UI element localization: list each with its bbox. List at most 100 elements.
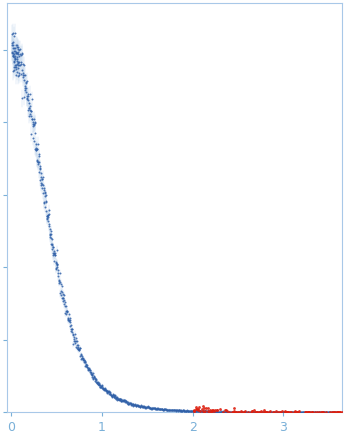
Point: [137, 403, 143, 410]
Point: [12, 61, 18, 68]
Point: [116, 396, 121, 403]
Point: [253, 409, 258, 416]
Point: [129, 401, 135, 408]
Point: [209, 408, 214, 415]
Point: [316, 409, 322, 416]
Point: [332, 409, 337, 416]
Point: [13, 48, 19, 55]
Point: [189, 407, 195, 414]
Point: [250, 409, 256, 416]
Point: [170, 406, 176, 413]
Point: [334, 409, 339, 416]
Point: [73, 337, 78, 344]
Point: [18, 62, 23, 69]
Point: [189, 407, 194, 414]
Point: [26, 100, 31, 107]
Point: [275, 409, 280, 416]
Point: [86, 366, 91, 373]
Point: [272, 409, 277, 416]
Point: [172, 406, 178, 413]
Point: [63, 303, 68, 310]
Point: [49, 246, 55, 253]
Point: [50, 250, 56, 257]
Point: [166, 406, 171, 413]
Point: [107, 389, 112, 396]
Point: [92, 378, 98, 385]
Point: [159, 406, 165, 413]
Point: [121, 397, 126, 404]
Point: [178, 407, 184, 414]
Point: [97, 381, 102, 388]
Point: [271, 409, 276, 416]
Point: [271, 409, 277, 416]
Point: [95, 379, 100, 386]
Point: [197, 408, 203, 415]
Point: [227, 408, 233, 415]
Point: [108, 388, 113, 395]
Point: [290, 409, 296, 416]
Point: [42, 189, 47, 196]
Point: [334, 409, 340, 416]
Point: [111, 393, 117, 400]
Point: [273, 409, 278, 416]
Point: [314, 408, 320, 415]
Point: [313, 409, 318, 416]
Point: [231, 408, 236, 415]
Point: [28, 107, 33, 114]
Point: [158, 406, 163, 413]
Point: [173, 407, 179, 414]
Point: [42, 203, 48, 210]
Point: [236, 409, 242, 416]
Point: [206, 408, 211, 415]
Point: [88, 371, 93, 378]
Point: [235, 408, 241, 415]
Point: [49, 236, 55, 243]
Point: [58, 280, 63, 287]
Point: [33, 140, 39, 147]
Point: [309, 408, 314, 415]
Point: [75, 343, 81, 350]
Point: [137, 402, 142, 409]
Point: [187, 407, 192, 414]
Point: [225, 408, 230, 415]
Point: [23, 85, 29, 92]
Point: [144, 404, 150, 411]
Point: [152, 405, 157, 412]
Point: [316, 409, 322, 416]
Point: [306, 409, 311, 416]
Point: [138, 403, 143, 410]
Point: [264, 409, 269, 416]
Point: [151, 404, 157, 411]
Point: [54, 261, 59, 268]
Point: [55, 273, 61, 280]
Point: [200, 408, 206, 415]
Point: [306, 409, 312, 416]
Point: [184, 407, 190, 414]
Point: [209, 406, 215, 413]
Point: [155, 405, 161, 412]
Point: [235, 408, 240, 415]
Point: [277, 409, 282, 416]
Point: [10, 52, 16, 59]
Point: [181, 407, 187, 414]
Point: [57, 270, 63, 277]
Point: [166, 407, 171, 414]
Point: [241, 408, 247, 415]
Point: [12, 48, 17, 55]
Point: [249, 409, 255, 416]
Point: [214, 408, 219, 415]
Point: [257, 409, 262, 416]
Point: [146, 403, 151, 410]
Point: [211, 408, 217, 415]
Point: [128, 399, 134, 406]
Point: [290, 409, 296, 416]
Point: [251, 409, 256, 416]
Point: [13, 50, 18, 57]
Point: [267, 409, 273, 416]
Point: [62, 298, 68, 305]
Point: [319, 409, 324, 416]
Point: [21, 93, 26, 100]
Point: [229, 408, 235, 415]
Point: [47, 220, 52, 227]
Point: [193, 405, 199, 412]
